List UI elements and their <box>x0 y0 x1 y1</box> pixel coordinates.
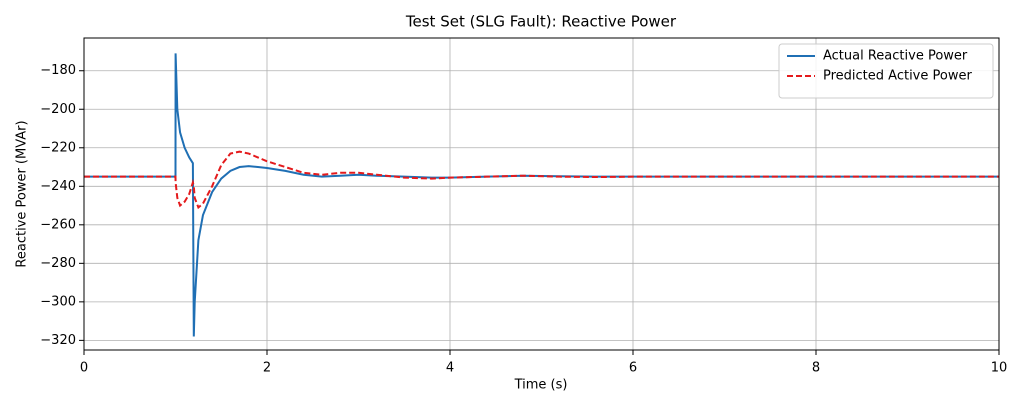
x-tick-label: 10 <box>991 361 1008 376</box>
y-tick-label: −280 <box>40 256 76 271</box>
legend-label: Predicted Active Power <box>823 69 972 84</box>
y-tick-label: −320 <box>40 333 76 348</box>
x-axis-label: Time (s) <box>514 378 568 393</box>
y-tick-label: −300 <box>40 294 76 309</box>
x-tick-label: 0 <box>80 361 88 376</box>
legend-label: Actual Reactive Power <box>823 49 968 64</box>
y-tick-label: −220 <box>40 140 76 155</box>
x-tick-label: 6 <box>629 361 637 376</box>
legend: Actual Reactive Power Predicted Active Po… <box>778 43 994 99</box>
y-tick-label: −260 <box>40 217 76 232</box>
y-tick-label: −180 <box>40 63 76 78</box>
chart-title: Test Set (SLG Fault): Reactive Power <box>405 13 677 31</box>
x-tick-label: 8 <box>812 361 820 376</box>
series-line <box>84 150 999 210</box>
y-axis-label: Reactive Power (MVAr) <box>15 120 30 267</box>
legend-box <box>778 43 994 99</box>
plot-frame <box>83 37 1000 351</box>
y-tick-label: −200 <box>40 102 76 117</box>
plot-lines <box>84 53 999 337</box>
x-tick-label: 2 <box>263 361 271 376</box>
y-tick-label: −240 <box>40 179 76 194</box>
x-tick-label: 4 <box>446 361 454 376</box>
